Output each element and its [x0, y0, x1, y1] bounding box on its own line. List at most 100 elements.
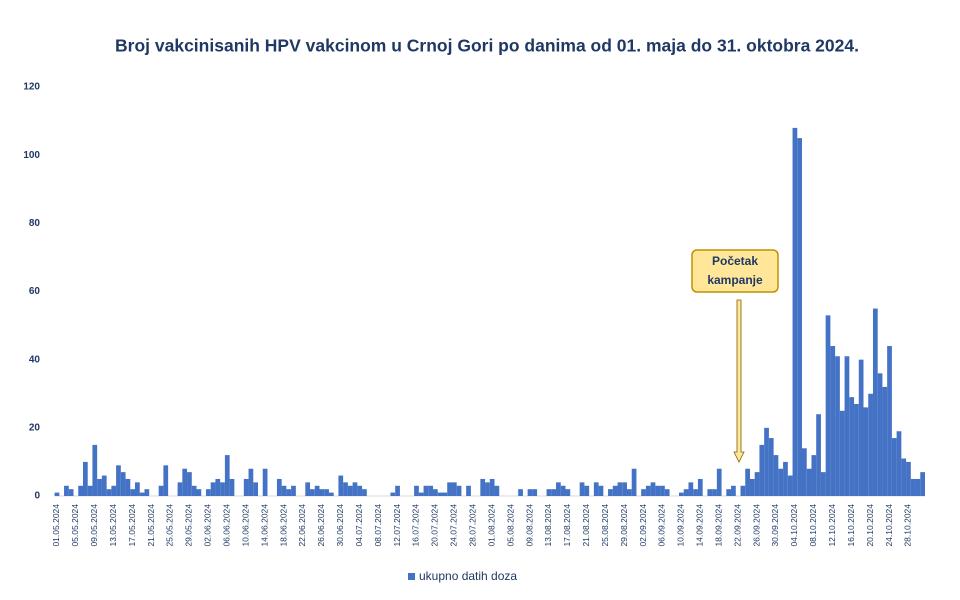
- bar: [390, 492, 396, 496]
- bar: [560, 485, 566, 496]
- bar: [565, 489, 571, 496]
- x-tick-label: 14.09.2024: [695, 504, 705, 547]
- bar: [518, 489, 523, 496]
- bar: [664, 489, 670, 496]
- bar: [797, 138, 803, 496]
- bar: [778, 468, 784, 496]
- bar: [347, 485, 353, 496]
- bar: [901, 458, 907, 496]
- bar: [310, 489, 315, 496]
- bar: [205, 489, 211, 496]
- x-tick-label: 29.08.2024: [619, 504, 629, 547]
- bar: [825, 315, 831, 496]
- bar: [286, 489, 292, 496]
- bar: [158, 485, 164, 496]
- x-tick-label: 21.08.2024: [581, 504, 591, 547]
- bar: [135, 482, 140, 496]
- bar: [792, 127, 798, 497]
- bar: [281, 485, 287, 496]
- bar: [447, 482, 452, 496]
- annotation-text: Početak: [712, 254, 758, 268]
- x-tick-label: 16.07.2024: [411, 504, 421, 547]
- bar: [328, 492, 334, 496]
- x-tick-label: 06.06.2024: [222, 504, 232, 547]
- bar: [759, 444, 765, 496]
- bar: [220, 482, 225, 496]
- bar: [806, 468, 812, 496]
- x-tick-label: 30.06.2024: [335, 504, 345, 547]
- bar: [802, 448, 807, 496]
- x-tick-label: 28.10.2024: [903, 504, 913, 547]
- bar: [726, 489, 732, 496]
- bar: [125, 478, 131, 496]
- bar: [645, 485, 651, 496]
- legend-label: ukupno datih doza: [419, 569, 517, 583]
- x-tick-label: 22.09.2024: [732, 504, 742, 547]
- bar: [830, 346, 836, 496]
- bar: [920, 472, 925, 496]
- bar: [87, 485, 93, 496]
- bar: [877, 373, 883, 496]
- bar: [291, 485, 296, 496]
- bar: [456, 485, 462, 496]
- bar: [598, 485, 604, 496]
- bar: [82, 461, 88, 496]
- bar: [584, 485, 590, 496]
- bar: [210, 482, 216, 496]
- x-tick-label: 24.10.2024: [884, 504, 894, 547]
- bar: [660, 485, 665, 496]
- bar: [787, 475, 793, 496]
- x-tick-label: 10.09.2024: [676, 504, 686, 547]
- bar: [650, 482, 656, 496]
- bar: [357, 485, 363, 496]
- bar: [839, 410, 845, 496]
- bar: [92, 444, 98, 496]
- x-tick-label: 17.08.2024: [562, 504, 572, 547]
- x-tick-label: 09.08.2024: [524, 504, 534, 547]
- bar: [139, 492, 145, 496]
- bar: [693, 489, 698, 496]
- bar: [707, 489, 713, 496]
- x-tick-label: 21.05.2024: [146, 504, 156, 547]
- annotation-box: [691, 249, 779, 293]
- bar: [868, 393, 873, 496]
- bar: [64, 485, 69, 496]
- bar: [423, 485, 429, 496]
- bar: [612, 485, 618, 496]
- x-tick-label: 26.06.2024: [316, 504, 326, 547]
- x-tick-label: 02.06.2024: [203, 504, 213, 547]
- bar: [641, 489, 646, 496]
- bar: [106, 489, 112, 496]
- bar: [224, 455, 230, 496]
- bar: [816, 414, 821, 496]
- x-tick-label: 17.05.2024: [127, 504, 137, 547]
- bar: [78, 485, 83, 496]
- x-tick-label: 13.05.2024: [108, 504, 118, 547]
- bar: [849, 397, 855, 496]
- bar: [773, 455, 779, 496]
- bar: [906, 461, 911, 496]
- bar: [182, 468, 188, 496]
- bar: [546, 489, 552, 496]
- bar: [858, 359, 864, 496]
- bar: [485, 482, 490, 496]
- bar: [593, 482, 599, 496]
- x-tick-label: 29.05.2024: [184, 504, 194, 547]
- x-tick-label: 12.10.2024: [827, 504, 837, 547]
- x-tick-label: 20.10.2024: [865, 504, 875, 547]
- bar: [177, 482, 183, 496]
- x-tick-label: 18.09.2024: [713, 504, 723, 547]
- x-tick-label: 04.10.2024: [789, 504, 799, 547]
- y-tick-label: 80: [29, 218, 41, 229]
- bar: [489, 478, 495, 496]
- y-tick-label: 100: [23, 150, 40, 161]
- bar: [229, 478, 235, 496]
- bar: [887, 346, 892, 496]
- bar: [783, 461, 788, 496]
- bar: [395, 485, 400, 496]
- x-tick-label: 22.06.2024: [297, 504, 307, 547]
- bar: [617, 482, 623, 496]
- x-tick-label: 25.08.2024: [600, 504, 610, 547]
- bar: [688, 482, 694, 496]
- bar: [844, 356, 850, 496]
